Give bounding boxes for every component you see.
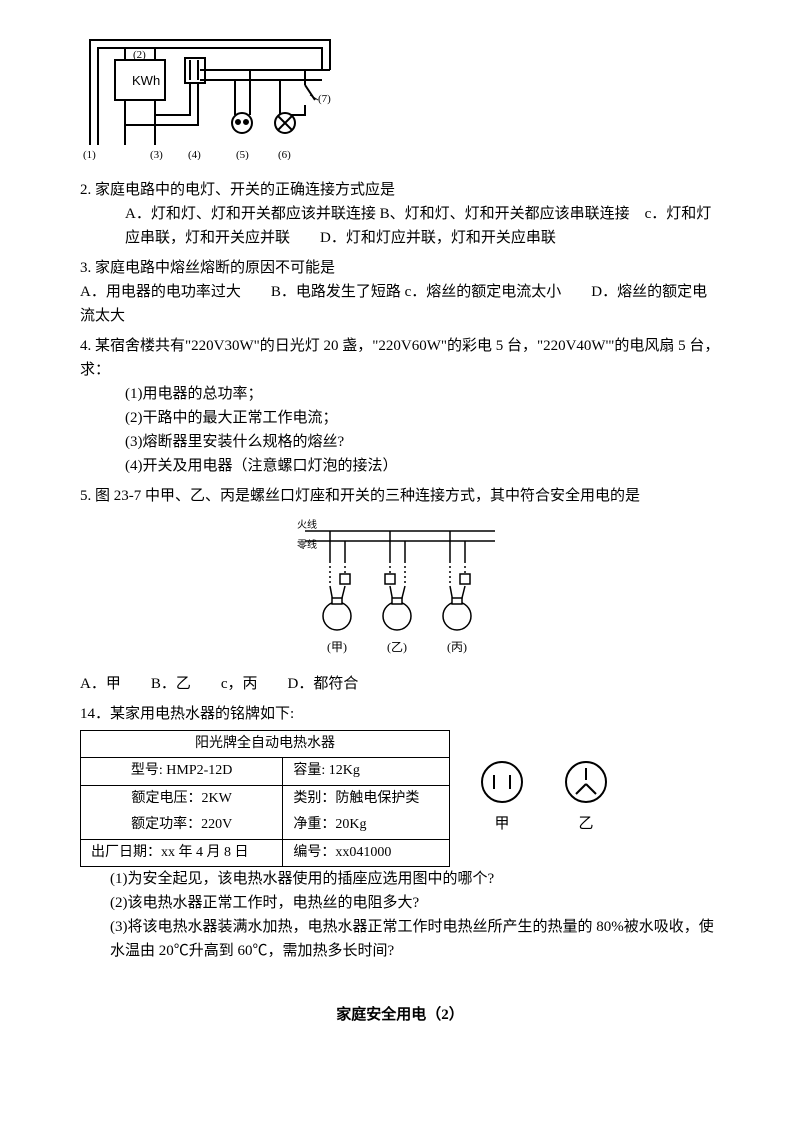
svg-text:(7): (7)	[318, 93, 331, 105]
table-cell: 净重：20Kg	[283, 812, 450, 839]
table-cell: 容量: 12Kg	[283, 758, 450, 785]
svg-text:火线: 火线	[297, 518, 317, 531]
q3-stem: 3. 家庭电路中熔丝熔断的原因不可能是	[80, 256, 720, 280]
question-2: 2. 家庭电路中的电灯、开关的正确连接方式应是 A．灯和灯、灯和开关都应该并联连…	[80, 178, 720, 250]
socket-yi-icon	[564, 760, 608, 804]
q4-s4: (4)开关及用电器（注意螺口灯泡的接法）	[80, 454, 720, 478]
q5-choices: A．甲 B．乙 c，丙 D．都符合	[80, 672, 720, 696]
section-title: 家庭安全用电（2）	[80, 1003, 720, 1027]
q4-s3: (3)熔断器里安装什么规格的熔丝?	[80, 430, 720, 454]
q14-s3: (3)将该电热水器装满水加热，电热水器正常工作时电热丝所产生的热量的 80%被水…	[80, 915, 720, 963]
table-cell: 型号: HMP2-12D	[81, 758, 283, 785]
q5-stem: 5. 图 23-7 中甲、乙、丙是螺丝口灯座和开关的三种连接方式，其中符合安全用…	[80, 484, 720, 508]
nameplate-table: 阳光牌全自动电热水器 型号: HMP2-12D 容量: 12Kg 额定电压：2K…	[80, 730, 450, 867]
q14-s1: (1)为安全起见，该电热水器使用的插座应选用图中的哪个?	[80, 867, 720, 891]
circuit-diagram: KWh (1) (2) (3) (4) (5) (6) (7)	[80, 30, 720, 168]
table-cell: 编号：xx041000	[283, 839, 450, 866]
svg-text:零线: 零线	[297, 538, 317, 551]
table-cell: 额定功率：220V	[81, 812, 283, 839]
q4-s1: (1)用电器的总功率；	[80, 382, 720, 406]
question-4: 4. 某宿舍楼共有"220V30W"的日光灯 20 盏，"220V60W"的彩电…	[80, 334, 720, 478]
svg-text:(5): (5)	[236, 149, 249, 160]
svg-text:(2): (2)	[133, 49, 146, 61]
table-cell: 类别：防触电保护类	[283, 785, 450, 812]
table-header: 阳光牌全自动电热水器	[81, 731, 450, 758]
svg-text:(4): (4)	[188, 149, 201, 160]
question-14: 14．某家用电热水器的铭牌如下: 阳光牌全自动电热水器 型号: HMP2-12D…	[80, 702, 720, 963]
svg-text:(丙): (丙)	[447, 640, 467, 654]
q14-stem: 14．某家用电热水器的铭牌如下:	[80, 702, 720, 726]
q5-figure: 火线 零线 (甲) (乙) (丙)	[80, 516, 720, 664]
question-5: 5. 图 23-7 中甲、乙、丙是螺丝口灯座和开关的三种连接方式，其中符合安全用…	[80, 484, 720, 696]
q4-s2: (2)干路中的最大正常工作电流；	[80, 406, 720, 430]
socket-label-yi: 乙	[564, 812, 608, 836]
q3-options: A．用电器的电功率过大 B．电路发生了短路 c．熔丝的额定电流太小 D．熔丝的额…	[80, 280, 720, 328]
q2-stem: 2. 家庭电路中的电灯、开关的正确连接方式应是	[80, 178, 720, 202]
svg-text:(甲): (甲)	[327, 640, 347, 654]
question-3: 3. 家庭电路中熔丝熔断的原因不可能是 A．用电器的电功率过大 B．电路发生了短…	[80, 256, 720, 328]
q4-stem: 4. 某宿舍楼共有"220V30W"的日光灯 20 盏，"220V60W"的彩电…	[80, 334, 720, 382]
svg-text:(乙): (乙)	[387, 640, 407, 654]
socket-jia-icon	[480, 760, 524, 804]
svg-text:(6): (6)	[278, 149, 291, 160]
q14-s2: (2)该电热水器正常工作时，电热丝的电阻多大?	[80, 891, 720, 915]
kwh-label: KWh	[132, 73, 160, 88]
q2-options: A．灯和灯、灯和开关都应该并联连接 B、灯和灯、灯和开关都应该串联连接 c．灯和…	[80, 202, 720, 250]
table-cell: 额定电压：2KW	[81, 785, 283, 812]
socket-figures: 甲 乙	[480, 760, 608, 836]
svg-text:(1): (1)	[83, 149, 96, 160]
svg-text:(3): (3)	[150, 149, 163, 160]
table-cell: 出厂日期：xx 年 4 月 8 日	[81, 839, 283, 866]
socket-label-jia: 甲	[480, 812, 524, 836]
